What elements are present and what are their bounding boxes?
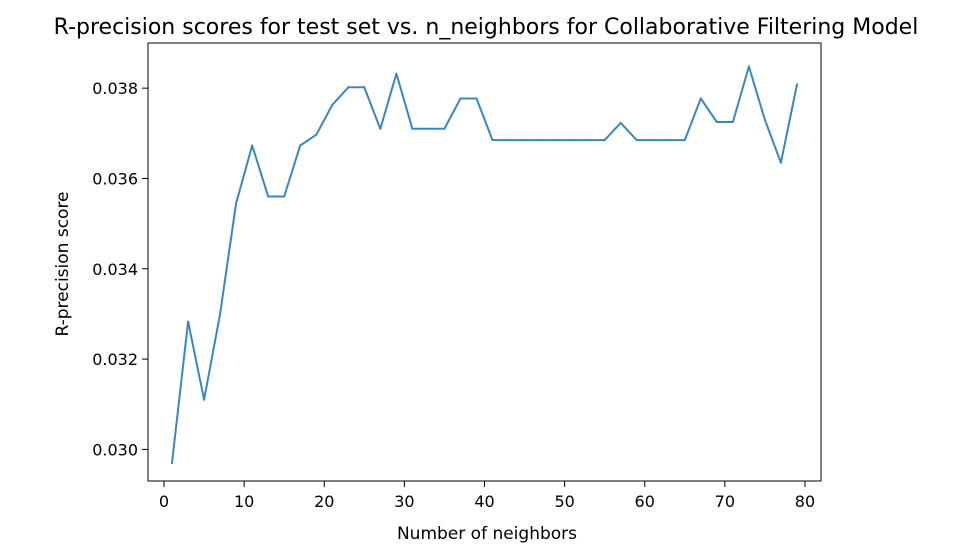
data-point <box>523 139 526 142</box>
data-point <box>283 195 286 198</box>
data-point <box>571 139 574 142</box>
data-point <box>667 139 670 142</box>
x-tick-label: 0 <box>159 492 169 511</box>
y-tick-label: 0.036 <box>92 169 138 188</box>
data-point <box>651 139 654 142</box>
y-axis-ticks: 0.030 0.032 0.034 0.036 0.038 <box>92 79 148 459</box>
data-point <box>363 86 366 89</box>
x-tick-label: 70 <box>715 492 735 511</box>
y-tick-label: 0.032 <box>92 350 138 369</box>
series-line <box>171 65 798 464</box>
x-tick-label: 80 <box>795 492 815 511</box>
data-point <box>731 121 734 124</box>
data-point <box>603 139 606 142</box>
plot-area-frame <box>147 42 822 482</box>
data-point <box>171 461 174 464</box>
x-tick-label: 50 <box>554 492 574 511</box>
x-tick-label: 10 <box>234 492 254 511</box>
data-point <box>635 139 638 142</box>
x-axis-label: Number of neighbors <box>397 524 577 544</box>
data-point <box>491 139 494 142</box>
data-point <box>379 127 382 130</box>
data-point <box>699 97 702 100</box>
data-point <box>315 133 318 136</box>
data-point <box>747 65 750 68</box>
data-point <box>619 121 622 124</box>
data-point <box>539 139 542 142</box>
data-point <box>459 97 462 100</box>
data-point <box>203 398 206 401</box>
y-axis-label: R-precision score <box>53 191 73 336</box>
chart-title: R-precision scores for test set vs. n_ne… <box>54 15 919 40</box>
data-point <box>411 127 414 130</box>
x-axis-ticks: 0 10 20 30 40 50 60 70 80 <box>159 481 815 511</box>
data-point <box>187 320 190 323</box>
data-point <box>507 139 510 142</box>
data-point <box>251 144 254 147</box>
data-point <box>427 127 430 130</box>
data-point <box>795 83 798 86</box>
data-point <box>715 121 718 124</box>
y-tick-label: 0.030 <box>92 440 138 459</box>
data-point <box>763 118 766 121</box>
series-points <box>171 65 798 464</box>
data-point <box>395 72 398 75</box>
data-point <box>267 195 270 198</box>
data-point <box>555 139 558 142</box>
data-point <box>587 139 590 142</box>
x-tick-label: 40 <box>474 492 494 511</box>
x-tick-label: 30 <box>394 492 414 511</box>
x-tick-label: 20 <box>314 492 334 511</box>
data-point <box>219 312 222 315</box>
data-point <box>683 139 686 142</box>
data-point <box>299 144 302 147</box>
y-tick-label: 0.038 <box>92 79 138 98</box>
data-point <box>347 86 350 89</box>
data-point <box>475 97 478 100</box>
data-point <box>235 202 238 205</box>
x-tick-label: 60 <box>635 492 655 511</box>
data-point <box>779 161 782 164</box>
y-tick-label: 0.034 <box>92 260 138 279</box>
data-point <box>443 127 446 130</box>
data-point <box>331 103 334 106</box>
